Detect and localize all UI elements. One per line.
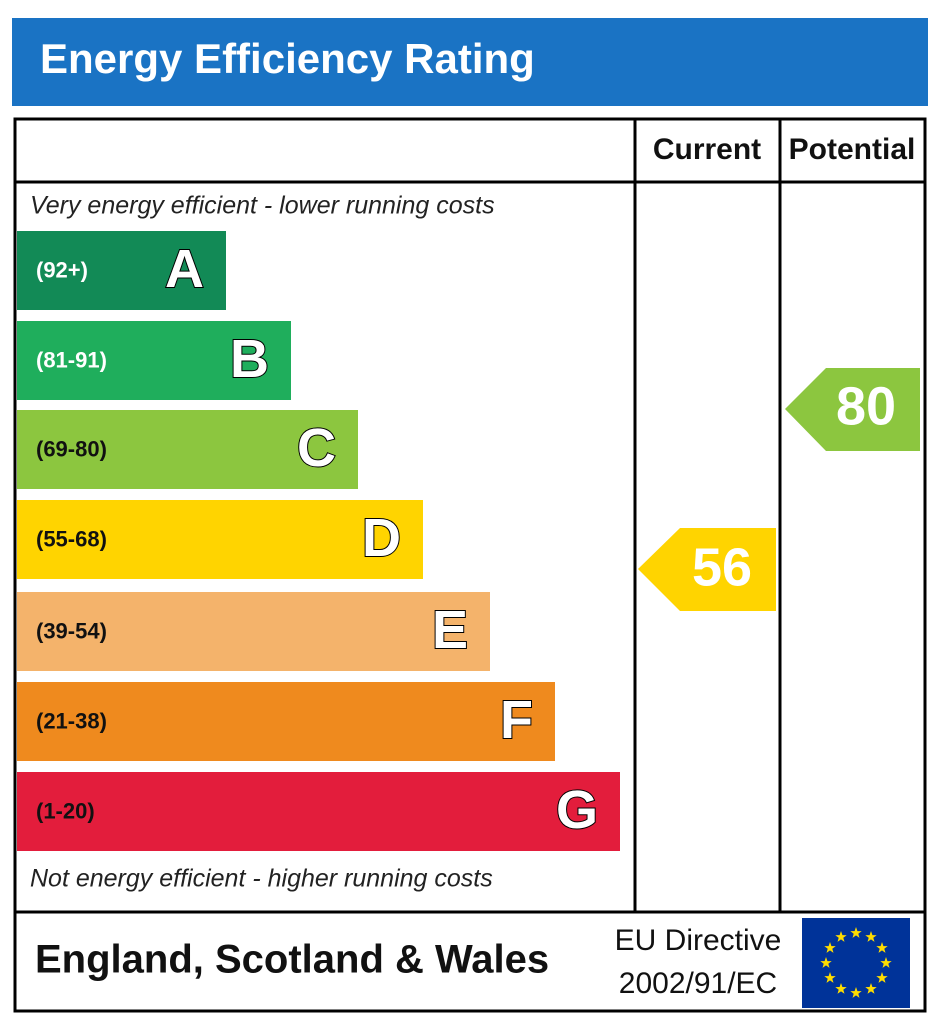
eu-star — [835, 931, 847, 942]
band — [17, 500, 423, 579]
band-range: (92+) — [36, 257, 88, 282]
band-range: (69-80) — [36, 436, 107, 461]
band-letter: E — [432, 600, 468, 660]
eu-star — [835, 983, 847, 994]
potential-arrow — [785, 368, 920, 451]
eu-star — [865, 931, 877, 942]
title: Energy Efficiency Rating — [40, 35, 535, 82]
eu-star — [820, 957, 832, 968]
eu-star — [850, 987, 862, 998]
band-letter: G — [556, 780, 598, 840]
potential-rating: 80 — [836, 376, 896, 436]
band-letter: C — [297, 418, 336, 478]
band — [17, 682, 555, 761]
current-arrow — [638, 528, 776, 611]
band — [17, 410, 358, 489]
directive: EU Directive — [615, 924, 782, 957]
column-header: Potential — [789, 133, 916, 166]
band-range: (21-38) — [36, 708, 107, 733]
top-note: Very energy efficient - lower running co… — [30, 192, 495, 220]
eu-star — [876, 972, 888, 983]
band-letter: F — [500, 690, 533, 750]
column-header: Current — [653, 133, 761, 166]
directive: 2002/91/EC — [619, 967, 777, 1000]
eu-star — [876, 942, 888, 953]
bottom-note: Not energy efficient - higher running co… — [30, 865, 493, 893]
eu-star — [865, 983, 877, 994]
current-rating: 56 — [692, 537, 752, 597]
eu-star — [824, 942, 836, 953]
title-bar — [12, 18, 928, 106]
frame — [13, 117, 927, 1013]
band — [17, 231, 226, 310]
eu-star — [850, 927, 862, 938]
bands: (92+) A (81-91) B (69-80) C (55-68) D (39-54) E (2… — [17, 231, 620, 851]
band-range: (1-20) — [36, 798, 95, 823]
region: England, Scotland & Wales — [35, 938, 549, 982]
band — [17, 772, 620, 851]
band — [17, 592, 490, 671]
band-range: (39-54) — [36, 618, 107, 643]
band-range: (55-68) — [36, 526, 107, 551]
band-range: (81-91) — [36, 347, 107, 372]
band — [17, 321, 291, 400]
eu-star — [824, 972, 836, 983]
band-letter: D — [362, 508, 401, 568]
band-letter: A — [165, 239, 204, 299]
band-letter: B — [230, 329, 269, 389]
eu-star — [880, 957, 892, 968]
eu-stars — [820, 927, 892, 998]
